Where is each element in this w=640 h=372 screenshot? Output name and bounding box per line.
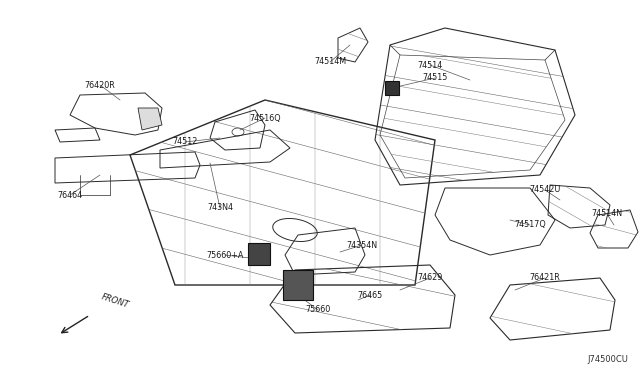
Text: 74542U: 74542U [529, 186, 561, 195]
Text: 74516Q: 74516Q [249, 113, 281, 122]
Text: 74514M: 74514M [314, 58, 346, 67]
Text: 74512: 74512 [172, 138, 198, 147]
Text: 743N4: 743N4 [207, 203, 233, 212]
Bar [248, 243, 270, 265]
Text: 76465: 76465 [357, 291, 383, 299]
Text: 75660: 75660 [305, 305, 331, 314]
Text: 75660+A: 75660+A [206, 250, 244, 260]
Text: 74629: 74629 [417, 273, 443, 282]
Text: 74517Q: 74517Q [514, 221, 546, 230]
Text: 74514N: 74514N [591, 209, 623, 218]
Bar [283, 270, 313, 300]
Text: J74500CU: J74500CU [587, 355, 628, 364]
Text: 74514: 74514 [417, 61, 443, 70]
Text: 76464: 76464 [58, 190, 83, 199]
Text: 76421R: 76421R [530, 273, 561, 282]
Text: FRONT: FRONT [100, 292, 130, 310]
Text: 74515: 74515 [422, 74, 448, 83]
Polygon shape [138, 108, 162, 130]
Text: 74354N: 74354N [346, 241, 378, 250]
FancyBboxPatch shape [385, 81, 399, 95]
Text: 76420R: 76420R [84, 80, 115, 90]
